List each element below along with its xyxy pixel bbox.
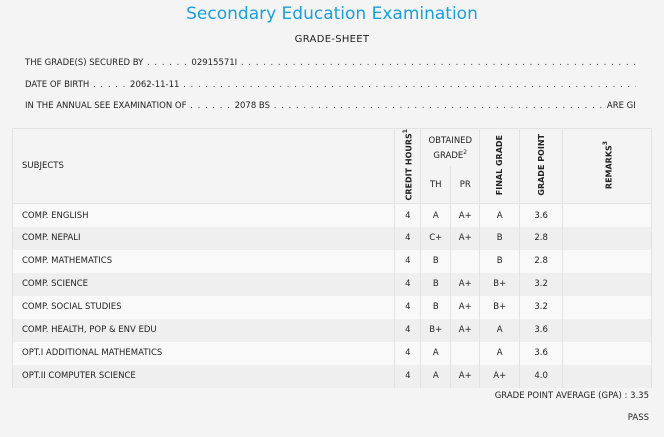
subject-cell: COMP. SCIENCE [11, 272, 396, 296]
final-grade-cell: A+ [479, 364, 521, 388]
remarks-cell [562, 364, 652, 388]
dob-line: DATE OF BIRTH . . . . . 2062-11-11 . . .… [25, 80, 636, 90]
credit-hours-cell: 4 [394, 341, 422, 365]
dob-value: 2062-11-11 [130, 80, 180, 90]
subject-cell: COMP. MATHEMATICS [11, 249, 396, 273]
remarks-cell [562, 272, 652, 296]
subject-cell: OPT.II COMPUTER SCIENCE [11, 364, 396, 388]
exam-year: 2078 BS [234, 101, 271, 111]
grade-point-cell: 2.8 [519, 226, 564, 250]
th-grade-cell: B [420, 249, 452, 273]
gpa-summary: GRADE POINT AVERAGE (GPA) : 3.35 [494, 391, 649, 401]
pr-grade-cell [450, 341, 481, 365]
grade-secured-line: THE GRADE(S) SECURED BY . . . . . . 0291… [25, 58, 636, 68]
subject-cell: COMP. SOCIAL STUDIES [11, 295, 396, 319]
final-grade-cell: B [479, 249, 521, 273]
symbol-number: 02915571I [191, 58, 238, 68]
final-grade-cell: B+ [479, 272, 521, 296]
grade-point-cell: 3.2 [519, 272, 564, 296]
grade-point-cell: 3.6 [519, 318, 564, 342]
pr-header: PR [450, 166, 481, 205]
grade-table: SUBJECTS CREDIT HOURS1 OBTAINED GRADE2 F… [11, 127, 652, 388]
table-row: COMP. SOCIAL STUDIES 4 B A+ B+ 3.2 [11, 295, 652, 319]
subject-cell: OPT.I ADDITIONAL MATHEMATICS [11, 341, 396, 365]
table-row: COMP. SCIENCE 4 B A+ B+ 3.2 [11, 272, 652, 296]
grade-point-cell: 2.8 [519, 249, 564, 273]
th-grade-cell: B+ [420, 318, 452, 342]
credit-hours-cell: 4 [394, 364, 422, 388]
th-grade-cell: A [420, 341, 452, 365]
subject-cell: COMP. ENGLISH [11, 203, 396, 227]
final-grade-cell: A [479, 341, 521, 365]
credit-hours-cell: 4 [394, 295, 422, 319]
pr-grade-cell: A+ [450, 272, 481, 296]
pr-grade-cell: A+ [450, 203, 481, 227]
final-grade-cell: B [479, 226, 521, 250]
th-header: TH [420, 166, 452, 205]
th-grade-cell: A [420, 364, 452, 388]
remarks-cell [562, 341, 652, 365]
grade-point-cell: 3.2 [519, 295, 564, 319]
pr-grade-cell [450, 249, 481, 273]
exam-line: IN THE ANNUAL SEE EXAMINATION OF . . . .… [25, 101, 636, 111]
th-grade-cell: B [420, 295, 452, 319]
credit-hours-header: CREDIT HOURS1 [394, 127, 422, 205]
subject-cell: COMP. NEPALI [11, 226, 396, 250]
exam-suffix: ARE GIVEN BELOW [606, 101, 636, 111]
pr-grade-cell: A+ [450, 364, 481, 388]
th-grade-cell: C+ [420, 226, 452, 250]
grade-point-cell: 4.0 [519, 364, 564, 388]
credit-hours-cell: 4 [394, 226, 422, 250]
obtained-grade-header: OBTAINED GRADE2 [420, 128, 481, 167]
dob-label: DATE OF BIRTH [25, 80, 90, 90]
credit-hours-cell: 4 [394, 272, 422, 296]
subject-cell: COMP. HEALTH, POP & ENV EDU [11, 318, 396, 342]
remarks-cell [562, 318, 652, 342]
exam-label: IN THE ANNUAL SEE EXAMINATION OF [25, 101, 187, 111]
credit-hours-cell: 4 [394, 249, 422, 273]
result-status: PASS [627, 413, 649, 423]
grade-sheet-heading: GRADE-SHEET [294, 34, 370, 45]
th-grade-cell: A [420, 203, 452, 227]
grade-point-cell: 3.6 [519, 203, 564, 227]
final-grade-cell: B+ [479, 295, 521, 319]
remarks-cell [562, 295, 652, 319]
grade-point-header: GRADE POINT [519, 127, 564, 205]
remarks-cell [562, 226, 652, 250]
table-row: OPT.I ADDITIONAL MATHEMATICS 4 A A 3.6 [11, 341, 652, 365]
grade-point-cell: 3.6 [519, 341, 564, 365]
table-row: COMP. MATHEMATICS 4 B B 2.8 [11, 249, 652, 273]
table-row: COMP. HEALTH, POP & ENV EDU 4 B+ A+ A 3.6 [11, 318, 652, 342]
page-title: Secondary Education Examination [186, 4, 478, 24]
table-row: COMP. ENGLISH 4 A A+ A 3.6 [11, 203, 652, 227]
final-grade-cell: A [479, 203, 521, 227]
remarks-cell [562, 203, 652, 227]
th-grade-cell: B [420, 272, 452, 296]
pr-grade-cell: A+ [450, 226, 481, 250]
credit-hours-cell: 4 [394, 318, 422, 342]
final-grade-header: FINAL GRADE [479, 127, 521, 205]
remarks-cell [562, 249, 652, 273]
remarks-header: REMARKS3 [562, 127, 652, 205]
pr-grade-cell: A+ [450, 318, 481, 342]
table-row: COMP. NEPALI 4 C+ A+ B 2.8 [11, 226, 652, 250]
subjects-header: SUBJECTS [11, 127, 396, 205]
grade-secured-label: THE GRADE(S) SECURED BY [25, 58, 144, 68]
table-row: OPT.II COMPUTER SCIENCE 4 A A+ A+ 4.0 [11, 364, 652, 388]
credit-hours-cell: 4 [394, 203, 422, 227]
pr-grade-cell: A+ [450, 295, 481, 319]
final-grade-cell: A [479, 318, 521, 342]
